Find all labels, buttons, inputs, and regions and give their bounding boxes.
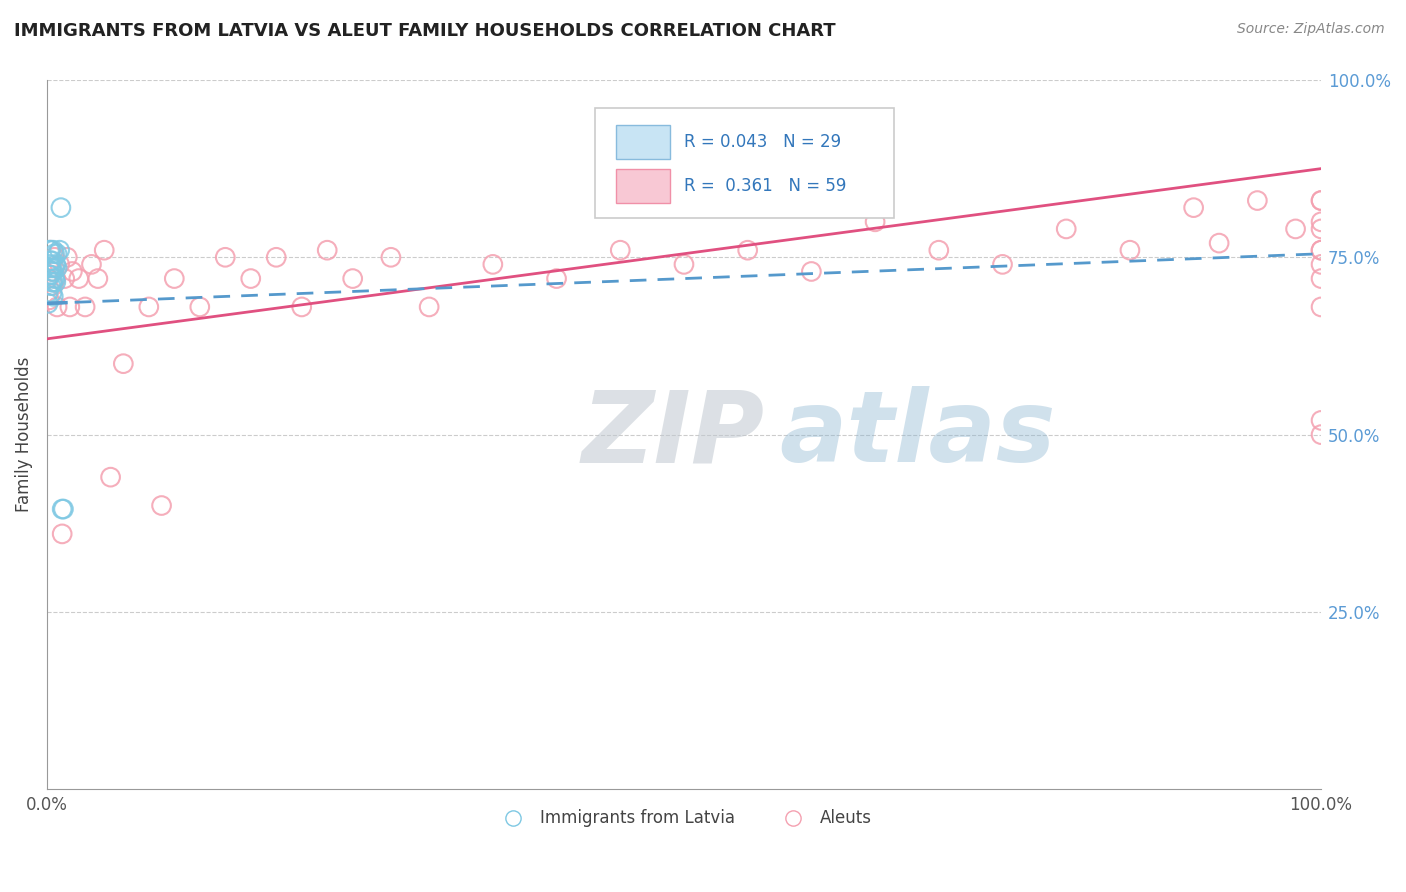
Point — [316, 243, 339, 257]
Point — [1310, 243, 1333, 257]
Point — [672, 257, 695, 271]
Point — [52, 502, 75, 516]
Point — [1054, 222, 1077, 236]
Point — [737, 243, 759, 257]
Point — [609, 243, 631, 257]
Point — [1119, 243, 1142, 257]
Point — [44, 250, 66, 264]
Point — [48, 257, 70, 271]
Point — [38, 243, 60, 257]
Point — [42, 278, 65, 293]
Point — [163, 271, 186, 285]
Point — [342, 271, 364, 285]
Point — [214, 250, 236, 264]
Point — [380, 250, 402, 264]
Point — [42, 264, 65, 278]
Point — [56, 250, 79, 264]
Point — [38, 257, 60, 271]
Point — [41, 264, 63, 278]
Point — [45, 275, 67, 289]
Point — [48, 243, 70, 257]
Point — [188, 300, 211, 314]
Point — [41, 264, 63, 278]
Point — [37, 285, 59, 300]
FancyBboxPatch shape — [595, 108, 894, 219]
Point — [1310, 194, 1333, 208]
Point — [44, 260, 66, 275]
Point — [46, 260, 69, 275]
Point — [60, 264, 83, 278]
Point — [53, 271, 76, 285]
Legend: Immigrants from Latvia, Aleuts: Immigrants from Latvia, Aleuts — [489, 803, 879, 834]
Point — [51, 502, 73, 516]
FancyBboxPatch shape — [616, 125, 669, 159]
Point — [59, 300, 82, 314]
Point — [42, 243, 65, 257]
Point — [138, 300, 160, 314]
Point — [1310, 222, 1333, 236]
Text: ZIP: ZIP — [582, 386, 765, 483]
Point — [1310, 413, 1333, 427]
Point — [863, 215, 886, 229]
Point — [45, 257, 67, 271]
Text: IMMIGRANTS FROM LATVIA VS ALEUT FAMILY HOUSEHOLDS CORRELATION CHART: IMMIGRANTS FROM LATVIA VS ALEUT FAMILY H… — [14, 22, 835, 40]
Point — [112, 357, 135, 371]
Point — [264, 250, 287, 264]
Point — [800, 264, 823, 278]
Point — [44, 246, 66, 260]
Point — [1310, 243, 1333, 257]
Point — [41, 253, 63, 268]
Point — [37, 296, 59, 310]
Point — [39, 253, 62, 268]
Text: Source: ZipAtlas.com: Source: ZipAtlas.com — [1237, 22, 1385, 37]
Point — [42, 275, 65, 289]
Point — [38, 293, 60, 307]
Point — [1182, 201, 1205, 215]
Point — [1310, 300, 1333, 314]
Point — [67, 271, 90, 285]
Point — [39, 260, 62, 275]
Point — [1310, 257, 1333, 271]
Point — [45, 271, 67, 285]
Y-axis label: Family Households: Family Households — [15, 357, 32, 512]
Point — [1208, 236, 1230, 251]
Point — [75, 300, 97, 314]
Text: atlas: atlas — [779, 386, 1056, 483]
Point — [41, 285, 63, 300]
Point — [482, 257, 505, 271]
Point — [1284, 222, 1306, 236]
Point — [46, 246, 69, 260]
Point — [418, 300, 440, 314]
Text: R = 0.043   N = 29: R = 0.043 N = 29 — [683, 133, 841, 151]
Point — [291, 300, 314, 314]
Point — [1310, 194, 1333, 208]
Point — [1310, 427, 1333, 442]
Point — [38, 268, 60, 282]
Point — [1310, 271, 1333, 285]
Text: R =  0.361   N = 59: R = 0.361 N = 59 — [683, 178, 846, 195]
Point — [44, 271, 66, 285]
Point — [42, 289, 65, 303]
Point — [93, 243, 115, 257]
Point — [1310, 215, 1333, 229]
Point — [49, 201, 72, 215]
Point — [51, 527, 73, 541]
Point — [39, 243, 62, 257]
Point — [37, 271, 59, 285]
Point — [546, 271, 568, 285]
Point — [39, 243, 62, 257]
Point — [39, 278, 62, 293]
Point — [41, 275, 63, 289]
Point — [100, 470, 122, 484]
Point — [1246, 194, 1268, 208]
Point — [928, 243, 950, 257]
Point — [991, 257, 1014, 271]
Point — [80, 257, 103, 271]
Point — [39, 268, 62, 282]
FancyBboxPatch shape — [616, 169, 669, 203]
Point — [239, 271, 262, 285]
Point — [150, 499, 173, 513]
Point — [46, 300, 69, 314]
Point — [87, 271, 110, 285]
